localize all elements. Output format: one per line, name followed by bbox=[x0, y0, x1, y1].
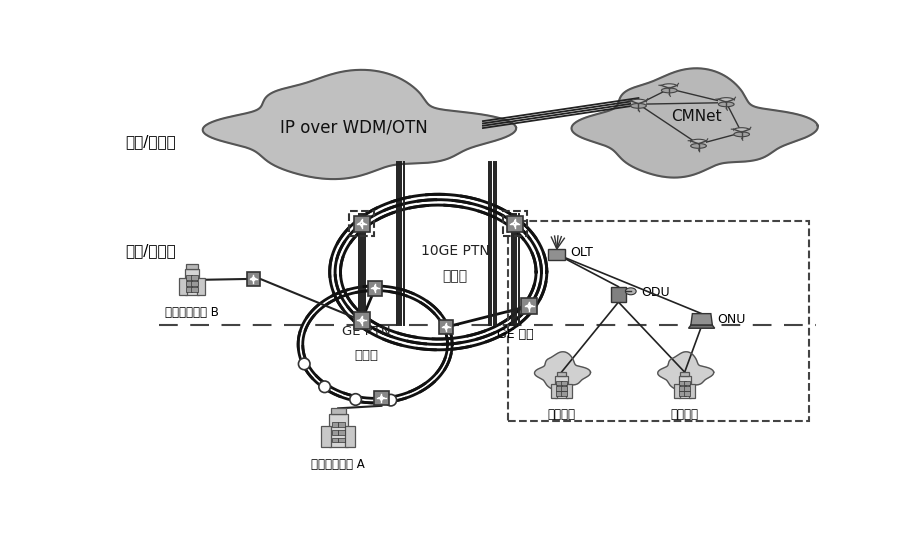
Polygon shape bbox=[192, 281, 197, 286]
Polygon shape bbox=[690, 142, 707, 146]
Polygon shape bbox=[691, 314, 712, 325]
Polygon shape bbox=[186, 287, 193, 292]
Polygon shape bbox=[556, 386, 562, 391]
Polygon shape bbox=[321, 426, 331, 447]
Ellipse shape bbox=[690, 143, 707, 148]
Polygon shape bbox=[331, 408, 346, 414]
FancyBboxPatch shape bbox=[439, 320, 454, 334]
Polygon shape bbox=[197, 278, 205, 295]
Circle shape bbox=[319, 381, 331, 393]
Polygon shape bbox=[345, 426, 355, 447]
Polygon shape bbox=[566, 384, 572, 398]
Polygon shape bbox=[556, 381, 562, 385]
Polygon shape bbox=[684, 391, 690, 396]
Polygon shape bbox=[551, 384, 557, 398]
Polygon shape bbox=[339, 430, 344, 434]
Polygon shape bbox=[678, 376, 691, 398]
Text: 高端集团客户 A: 高端集团客户 A bbox=[311, 458, 365, 471]
FancyBboxPatch shape bbox=[247, 273, 260, 286]
Circle shape bbox=[385, 394, 396, 406]
Polygon shape bbox=[719, 100, 734, 104]
FancyBboxPatch shape bbox=[507, 215, 523, 232]
Polygon shape bbox=[186, 275, 193, 280]
Text: OLT: OLT bbox=[571, 246, 593, 259]
Polygon shape bbox=[184, 269, 199, 295]
Polygon shape bbox=[192, 287, 197, 292]
Polygon shape bbox=[680, 372, 689, 376]
Polygon shape bbox=[331, 422, 338, 427]
Polygon shape bbox=[339, 422, 344, 427]
Ellipse shape bbox=[661, 88, 677, 93]
Circle shape bbox=[299, 358, 310, 370]
Polygon shape bbox=[674, 384, 680, 398]
Text: 核心/骨干层: 核心/骨干层 bbox=[126, 135, 176, 149]
Polygon shape bbox=[657, 352, 714, 391]
Polygon shape bbox=[684, 386, 690, 391]
Polygon shape bbox=[689, 384, 696, 398]
Ellipse shape bbox=[690, 139, 707, 144]
Polygon shape bbox=[561, 386, 567, 391]
Ellipse shape bbox=[719, 98, 734, 102]
Polygon shape bbox=[679, 386, 686, 391]
Text: 10GE PTN: 10GE PTN bbox=[421, 244, 489, 258]
FancyBboxPatch shape bbox=[353, 215, 370, 232]
FancyBboxPatch shape bbox=[611, 287, 626, 302]
Text: ONU: ONU bbox=[717, 313, 745, 326]
Text: 家庭客户: 家庭客户 bbox=[671, 407, 698, 420]
Text: 接入环: 接入环 bbox=[354, 349, 378, 362]
Polygon shape bbox=[661, 86, 677, 90]
Ellipse shape bbox=[719, 102, 734, 107]
Text: 高端集团客户 B: 高端集团客户 B bbox=[165, 306, 219, 319]
Polygon shape bbox=[179, 278, 186, 295]
Polygon shape bbox=[557, 372, 566, 376]
FancyBboxPatch shape bbox=[368, 281, 383, 295]
Polygon shape bbox=[186, 265, 197, 269]
FancyBboxPatch shape bbox=[353, 312, 370, 328]
Ellipse shape bbox=[661, 84, 677, 89]
Polygon shape bbox=[679, 381, 686, 385]
Polygon shape bbox=[331, 438, 338, 442]
Text: GE PTN: GE PTN bbox=[341, 325, 390, 338]
Polygon shape bbox=[734, 130, 750, 134]
FancyBboxPatch shape bbox=[549, 249, 565, 260]
Polygon shape bbox=[572, 68, 818, 177]
Text: GE 光口: GE 光口 bbox=[497, 328, 533, 341]
Circle shape bbox=[350, 394, 362, 405]
Polygon shape bbox=[534, 352, 591, 391]
Polygon shape bbox=[561, 391, 567, 396]
Ellipse shape bbox=[734, 128, 750, 133]
Polygon shape bbox=[688, 325, 715, 328]
Text: 汇聚/接入层: 汇聚/接入层 bbox=[126, 243, 176, 258]
Ellipse shape bbox=[734, 132, 750, 137]
Polygon shape bbox=[679, 391, 686, 396]
FancyBboxPatch shape bbox=[374, 391, 389, 405]
Text: CMNet: CMNet bbox=[671, 109, 721, 124]
FancyBboxPatch shape bbox=[521, 298, 538, 314]
Polygon shape bbox=[631, 102, 646, 106]
Polygon shape bbox=[203, 70, 516, 179]
Text: 集团客户: 集团客户 bbox=[548, 407, 575, 420]
Polygon shape bbox=[192, 275, 197, 280]
Text: 汇聚环: 汇聚环 bbox=[443, 269, 467, 283]
Ellipse shape bbox=[625, 288, 636, 295]
Ellipse shape bbox=[631, 103, 646, 108]
Polygon shape bbox=[339, 438, 344, 442]
Polygon shape bbox=[329, 414, 348, 447]
Polygon shape bbox=[556, 391, 562, 396]
Polygon shape bbox=[186, 281, 193, 286]
Polygon shape bbox=[555, 376, 568, 398]
Polygon shape bbox=[331, 430, 338, 434]
Ellipse shape bbox=[631, 99, 646, 104]
Text: IP over WDM/OTN: IP over WDM/OTN bbox=[279, 118, 427, 136]
Polygon shape bbox=[684, 381, 690, 385]
Polygon shape bbox=[561, 381, 567, 385]
Text: ODU: ODU bbox=[642, 286, 670, 299]
